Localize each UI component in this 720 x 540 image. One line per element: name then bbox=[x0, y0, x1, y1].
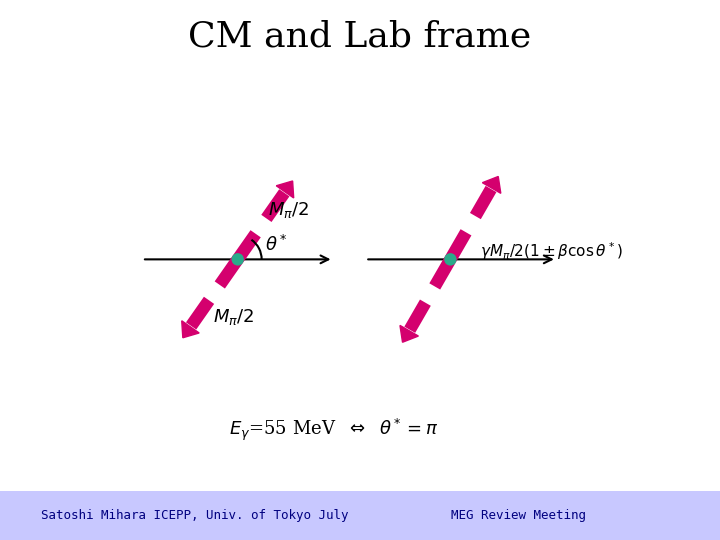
Text: $\gamma M_{\pi}/2(1\pm\beta\cos\theta^*)$: $\gamma M_{\pi}/2(1\pm\beta\cos\theta^*)… bbox=[480, 240, 622, 262]
Polygon shape bbox=[482, 177, 501, 193]
Text: CM and Lab frame: CM and Lab frame bbox=[189, 19, 531, 53]
Point bbox=[232, 255, 243, 264]
Text: $\theta^*$: $\theta^*$ bbox=[266, 234, 288, 254]
Text: $E_{\gamma}$=55 MeV  $\Leftrightarrow$  $\theta^* = \pi$: $E_{\gamma}$=55 MeV $\Leftrightarrow$ $\… bbox=[229, 416, 438, 443]
Text: MEG Review Meeting: MEG Review Meeting bbox=[451, 509, 586, 522]
Text: $M_{\pi}/2$: $M_{\pi}/2$ bbox=[213, 307, 253, 327]
Point bbox=[445, 255, 456, 264]
Text: Satoshi Mihara ICEPP, Univ. of Tokyo July: Satoshi Mihara ICEPP, Univ. of Tokyo Jul… bbox=[40, 509, 348, 522]
Polygon shape bbox=[400, 326, 418, 342]
Polygon shape bbox=[181, 321, 199, 338]
Polygon shape bbox=[276, 181, 294, 198]
Text: $M_{\pi}/2$: $M_{\pi}/2$ bbox=[268, 200, 309, 220]
